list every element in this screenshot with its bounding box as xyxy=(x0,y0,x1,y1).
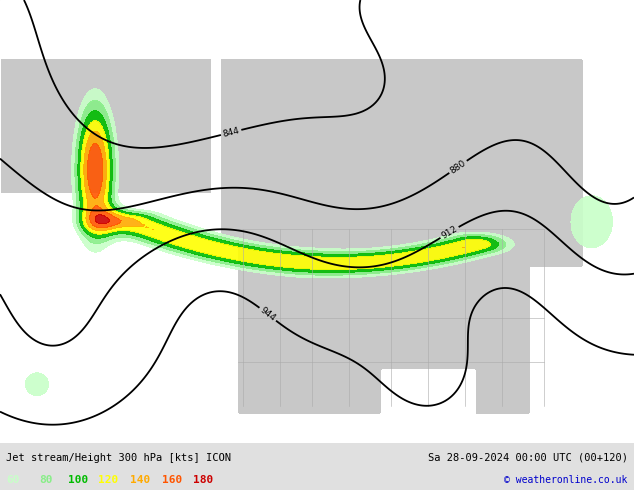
Text: 120: 120 xyxy=(98,475,119,485)
Text: 880: 880 xyxy=(448,158,468,175)
Text: 912: 912 xyxy=(440,224,459,241)
Text: 140: 140 xyxy=(130,475,150,485)
Text: Jet stream/Height 300 hPa [kts] ICON: Jet stream/Height 300 hPa [kts] ICON xyxy=(6,453,231,463)
Text: © weatheronline.co.uk: © weatheronline.co.uk xyxy=(504,475,628,485)
Text: Sa 28-09-2024 00:00 UTC (00+120): Sa 28-09-2024 00:00 UTC (00+120) xyxy=(428,453,628,463)
Text: 100: 100 xyxy=(68,475,89,485)
Text: 944: 944 xyxy=(258,305,277,323)
Text: 60: 60 xyxy=(6,475,20,485)
Text: 180: 180 xyxy=(193,475,214,485)
Text: 844: 844 xyxy=(222,126,240,139)
Text: 160: 160 xyxy=(162,475,182,485)
Text: 80: 80 xyxy=(39,475,53,485)
